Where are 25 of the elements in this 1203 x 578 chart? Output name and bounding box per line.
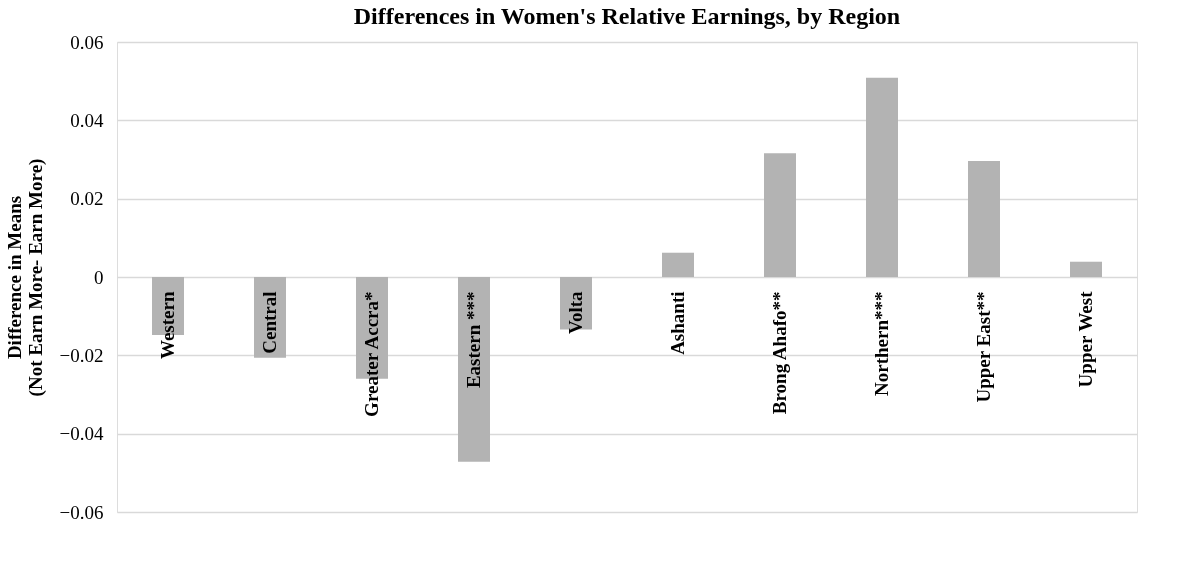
x-tick-label: Western: [157, 291, 178, 360]
x-tick-label: Central: [259, 291, 280, 354]
y-tick-label: −0.06: [59, 501, 104, 523]
chart-title: Differences in Women's Relative Earnings, by Region: [353, 3, 901, 29]
bar: [866, 77, 898, 277]
x-tick-label: Ashanti: [667, 291, 688, 355]
y-tick-label: −0.02: [59, 344, 104, 366]
x-tick-label: Upper East**: [973, 291, 994, 403]
y-tick-label: 0: [94, 266, 104, 288]
y-tick-label: −0.04: [59, 423, 104, 445]
y-tick-label: 0.02: [70, 188, 104, 210]
y-axis-title: Difference in Means (Not Earn More- Earn More): [3, 158, 47, 397]
x-tick-label: Eastern ***: [463, 291, 484, 389]
bar: [662, 252, 694, 277]
bar: [764, 153, 796, 277]
x-tick-label: Upper West: [1075, 290, 1096, 388]
y-tick-label: 0.06: [70, 31, 104, 53]
bar: [1070, 261, 1102, 277]
y-tick-label: 0.04: [70, 109, 104, 131]
bar: [968, 161, 1000, 277]
x-tick-label: Northern***: [871, 291, 892, 396]
bar: [458, 277, 490, 462]
x-tick-label: Brong Ahafo**: [769, 291, 790, 415]
x-tick-label: Volta: [565, 291, 586, 335]
x-tick-label: Greater Accra*: [361, 291, 382, 417]
